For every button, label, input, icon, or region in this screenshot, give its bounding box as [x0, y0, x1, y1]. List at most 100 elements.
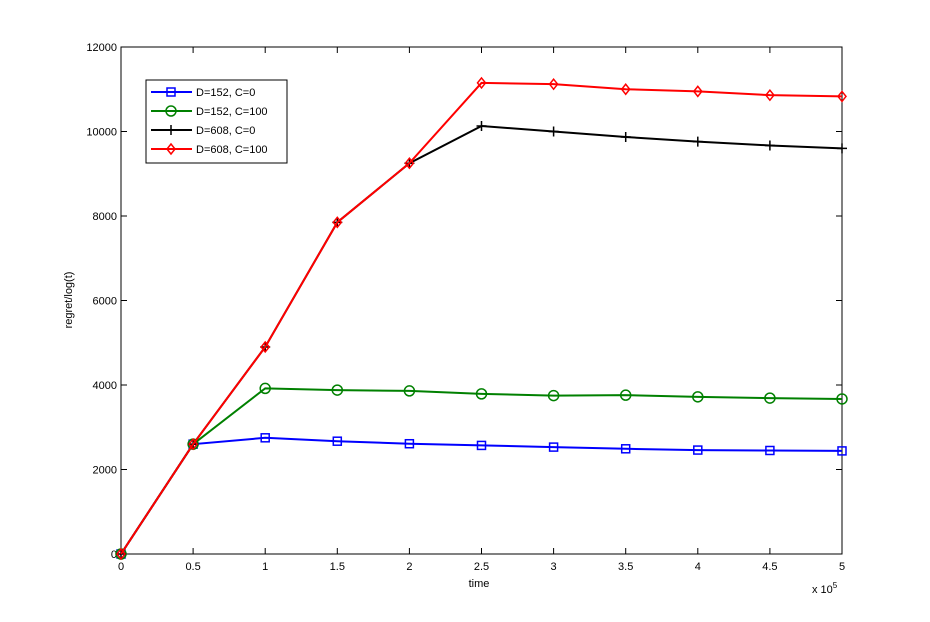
- x-tick-label: 5: [839, 561, 845, 573]
- data-point: [476, 440, 487, 451]
- x-tick-label: 2.5: [474, 561, 489, 573]
- circle-marker: [165, 105, 177, 117]
- data-point: [765, 445, 775, 456]
- data-point: [837, 90, 847, 103]
- square-marker: [332, 436, 343, 446]
- data-point: [692, 391, 704, 403]
- diamond-marker: [837, 90, 847, 103]
- series-line: [120, 81, 843, 555]
- data-point: [837, 446, 847, 456]
- square-marker: [166, 87, 176, 97]
- circle-marker: [619, 389, 632, 401]
- circle-marker: [475, 388, 488, 400]
- data-point: [693, 445, 703, 455]
- plus-marker: [166, 125, 176, 135]
- data-point: [116, 547, 126, 561]
- data-point: [188, 437, 199, 451]
- diamond-marker: [476, 76, 487, 90]
- series-4: [116, 76, 847, 561]
- x-axis-exponent-power: 5: [833, 581, 838, 590]
- data-point: [548, 77, 559, 91]
- legend-label: D=608, C=0: [196, 125, 255, 137]
- legend-label: D=152, C=0: [196, 87, 255, 99]
- data-point: [404, 438, 415, 449]
- data-point: [764, 140, 775, 151]
- series-line: [120, 436, 843, 555]
- x-axis-ticks: 0 0.5 1 1.5 2 2.5 3 3.5 4 4.5 5: [118, 47, 845, 573]
- diamond-marker: [764, 88, 775, 102]
- data-point: [547, 389, 560, 402]
- circle-marker: [403, 385, 416, 397]
- data-point: [692, 85, 703, 98]
- square-marker: [620, 444, 631, 454]
- series-2: [115, 382, 848, 560]
- x-tick-label: 3: [551, 561, 557, 573]
- circle-marker: [836, 393, 848, 405]
- y-tick-label: 6000: [93, 296, 117, 308]
- legend-label: D=608, C=100: [196, 144, 268, 156]
- legend-entry: D=152, C=0: [151, 87, 255, 99]
- plus-marker: [837, 143, 847, 154]
- legend: D=152, C=0 D=152, C=100 D=608, C=0 D=608, C…: [145, 79, 288, 164]
- x-tick-label: 0: [118, 561, 124, 573]
- y-tick-label: 2000: [93, 465, 117, 477]
- diamond-marker: [116, 547, 126, 561]
- legend-entry: D=608, C=0: [151, 125, 255, 137]
- diamond-marker: [166, 142, 176, 156]
- x-tick-label: 3.5: [618, 561, 633, 573]
- x-axis-exponent-base: x 10: [812, 584, 833, 596]
- data-point: [764, 392, 776, 404]
- legend-entry: D=608, C=100: [151, 142, 268, 156]
- data-point: [403, 385, 416, 397]
- data-point: [332, 216, 343, 229]
- y-axis-ticks: 0 2000 4000 6000 8000 10000 12000: [86, 42, 842, 561]
- x-tick-label: 1.5: [330, 561, 345, 573]
- data-point: [548, 442, 559, 452]
- data-point: [475, 388, 488, 400]
- x-tick-label: 2: [406, 561, 412, 573]
- y-tick-label: 0: [111, 549, 117, 561]
- plus-marker: [548, 126, 559, 137]
- data-point: [764, 88, 775, 102]
- legend-entry: D=152, C=100: [151, 105, 268, 118]
- diamond-marker: [332, 216, 343, 229]
- x-axis-exponent: x 105: [812, 581, 838, 596]
- x-tick-label: 0.5: [185, 561, 200, 573]
- data-point: [837, 143, 847, 154]
- data-point: [476, 76, 487, 90]
- diamond-marker: [404, 156, 415, 170]
- y-tick-label: 10000: [86, 127, 117, 139]
- y-tick-label: 12000: [86, 42, 117, 54]
- y-tick-label: 4000: [93, 380, 117, 392]
- data-point: [404, 156, 415, 170]
- square-marker: [837, 446, 847, 456]
- plus-marker: [476, 121, 487, 132]
- diamond-marker: [548, 77, 559, 91]
- data-point: [620, 83, 631, 96]
- data-point: [836, 393, 848, 405]
- square-marker: [260, 433, 270, 443]
- data-point: [332, 436, 343, 446]
- x-axis-label: time: [469, 578, 490, 590]
- square-marker: [765, 445, 775, 456]
- data-point: [620, 131, 631, 142]
- circle-marker: [331, 384, 344, 396]
- data-point: [259, 382, 271, 395]
- diamond-marker: [692, 85, 703, 98]
- data-point: [619, 389, 632, 401]
- data-point: [331, 384, 344, 396]
- data-point: [692, 136, 703, 147]
- data-point: [260, 433, 270, 443]
- plus-marker: [692, 136, 703, 147]
- plus-marker: [620, 131, 631, 142]
- circle-marker: [547, 389, 560, 402]
- square-marker: [548, 442, 559, 452]
- series-line: [120, 387, 843, 555]
- diamond-marker: [620, 83, 631, 96]
- square-marker: [476, 440, 487, 451]
- y-axis-label: regret/log(t): [63, 272, 75, 329]
- x-tick-label: 4: [695, 561, 701, 573]
- diamond-marker: [260, 340, 271, 354]
- circle-marker: [259, 382, 271, 395]
